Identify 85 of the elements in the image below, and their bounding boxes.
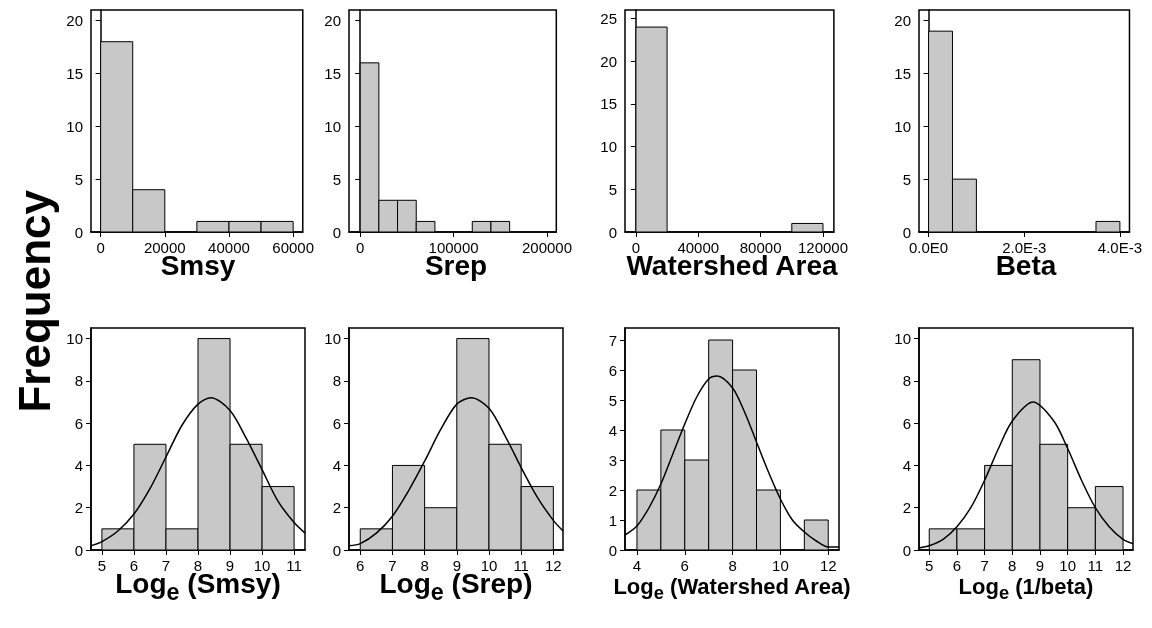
x-tick-label: 7	[980, 557, 989, 574]
y-tick-label: 0	[74, 223, 83, 241]
x-tick-label: 9	[1035, 557, 1045, 574]
y-tick-label: 4	[332, 456, 341, 474]
y-tick-label: 0	[332, 541, 341, 559]
x-tick-label: 8	[1008, 557, 1017, 574]
x-tick-label: 12	[1114, 557, 1132, 574]
y-tick-label: 20	[600, 52, 617, 70]
x-tick-label: 6	[952, 557, 962, 574]
x-tick-label: 11	[513, 557, 529, 574]
y-tick-label: 10	[324, 330, 341, 348]
y-tick-label: 20	[66, 12, 83, 30]
y-tick-label: 10	[66, 117, 83, 135]
y-tick-label: 2	[902, 499, 911, 517]
y-tick-label: 2	[74, 499, 83, 517]
y-tick-label: 4	[902, 456, 911, 474]
y-tick-label: 2	[608, 481, 617, 499]
x-tick-label: 11	[1087, 557, 1104, 574]
y-tick-label: 1	[608, 511, 617, 529]
x-tick-label: 6	[680, 557, 689, 574]
y-tick-label: 0	[332, 223, 341, 241]
y-tick-label: 0	[902, 541, 911, 559]
y-tick-label: 5	[902, 170, 911, 188]
y-tick-label: 10	[66, 330, 83, 348]
x-tick-label: 40000	[677, 239, 720, 256]
x-tick-label: 10	[480, 557, 498, 574]
x-tick-label: 40000	[208, 239, 250, 256]
y-tick-label: 4	[608, 421, 617, 439]
y-tick-label: 8	[74, 372, 83, 390]
x-tick-label: 4.0E-3	[1097, 239, 1142, 256]
x-tick-label: 10	[253, 557, 271, 574]
y-tick-label: 10	[324, 117, 341, 135]
x-tick-label: 9	[452, 557, 461, 574]
y-tick-label: 8	[332, 372, 341, 390]
x-tick-label: 80000	[739, 239, 782, 256]
x-tick-label: 10	[1059, 557, 1077, 574]
x-tick-label: 4	[632, 557, 642, 574]
x-tick-label: 200000	[521, 239, 572, 256]
x-tick-label: 0	[356, 239, 365, 256]
x-axis-title: Log$_{e}$ (Watershed Area)	[612, 574, 852, 605]
y-tick-label: 5	[332, 170, 341, 188]
y-tick-label: 10	[894, 117, 911, 135]
x-tick-label: 7	[388, 557, 397, 574]
y-tick-label: 15	[894, 64, 911, 82]
y-tick-label: 6	[74, 414, 83, 432]
x-axis-title: Log$_{e}$ (1/beta)	[957, 574, 1095, 605]
y-tick-label: 15	[324, 64, 341, 82]
y-tick-label: 15	[66, 64, 83, 82]
x-tick-label: 120000	[797, 239, 848, 256]
x-tick-label: 11	[286, 557, 302, 574]
x-tick-label: 10	[772, 557, 789, 574]
y-tick-label: 15	[600, 95, 617, 113]
x-tick-label: 12	[819, 557, 837, 574]
y-tick-label: 0	[608, 541, 617, 559]
y-tick-label: 25	[600, 10, 617, 28]
y-tick-label: 6	[332, 414, 341, 432]
x-tick-label: 0	[96, 239, 105, 256]
x-tick-label: 7	[161, 557, 171, 574]
y-tick-label: 0	[608, 223, 617, 241]
y-tick-label: 7	[608, 331, 617, 349]
y-tick-label: 2	[332, 499, 341, 517]
y-tick-label: 8	[902, 372, 911, 390]
y-tick-label: 0	[74, 541, 83, 559]
x-tick-label: 9	[225, 557, 235, 574]
x-tick-label: 6	[356, 557, 365, 574]
y-tick-label: 3	[608, 451, 617, 469]
y-tick-label: 10	[894, 330, 911, 348]
x-tick-label: 60000	[272, 239, 314, 256]
x-tick-label: 5	[97, 557, 107, 574]
y-tick-label: 5	[608, 180, 617, 198]
x-tick-label: 8	[728, 557, 737, 574]
x-tick-label: 5	[925, 557, 934, 574]
x-tick-label: 8	[193, 557, 203, 574]
y-tick-label: 0	[902, 223, 911, 241]
y-tick-label: 5	[608, 391, 617, 409]
y-tick-label: 4	[74, 456, 83, 474]
y-tick-label: 5	[74, 170, 83, 188]
y-tick-label: 20	[894, 12, 911, 30]
y-tick-label: 10	[600, 138, 617, 156]
y-tick-label: 6	[902, 414, 911, 432]
y-axis-title: Frequency	[10, 190, 60, 413]
y-tick-label: 20	[324, 12, 341, 30]
x-tick-label: 0.0E0	[908, 239, 949, 256]
x-tick-label: 12	[545, 557, 562, 574]
y-tick-label: 6	[608, 361, 617, 379]
